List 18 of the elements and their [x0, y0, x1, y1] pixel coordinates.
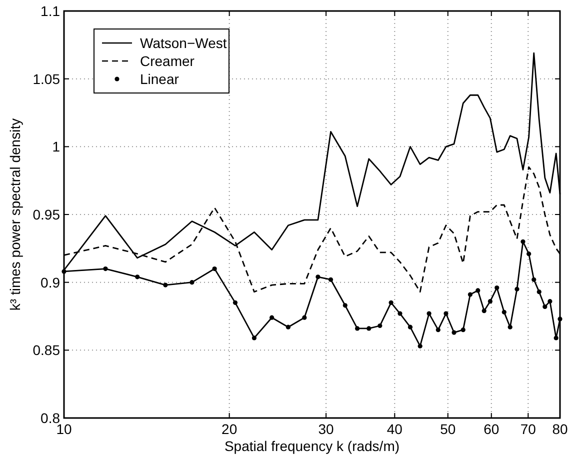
y-tick-label: 1 — [52, 138, 60, 155]
legend-label: Creamer — [140, 53, 195, 69]
x-tick-label: 60 — [484, 421, 500, 437]
y-tick-label: 0.85 — [32, 342, 60, 358]
y-tick-label: 1.05 — [32, 70, 60, 87]
x-tick-label: 70 — [520, 421, 536, 437]
x-axis-title: Spatial frequency k (rads/m) — [224, 438, 400, 454]
y-tick-label: 0.95 — [32, 206, 60, 222]
x-tick-label: 80 — [552, 421, 568, 437]
y-tick-label: 1.1 — [40, 3, 60, 19]
legend-label: Linear — [140, 71, 180, 87]
x-tick-label: 50 — [440, 421, 456, 437]
x-tick-label: 20 — [222, 421, 238, 437]
x-tick-label: 40 — [386, 421, 403, 437]
y-axis-title: k³ times power spectral density — [7, 118, 23, 311]
x-tick-label: 30 — [318, 421, 334, 437]
y-tick-label: 0.9 — [40, 274, 60, 290]
legend-label: Watson−West — [140, 35, 227, 51]
